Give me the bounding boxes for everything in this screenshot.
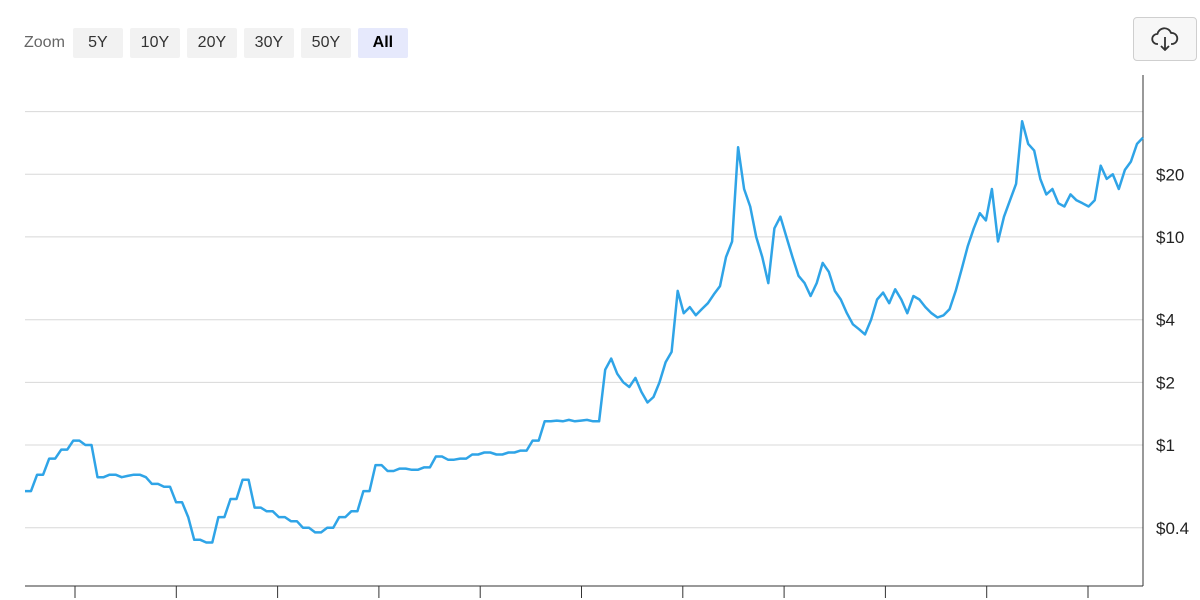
export-menu-button[interactable] (1133, 17, 1197, 61)
zoom-label: Zoom (24, 34, 65, 51)
grid-lines (25, 111, 1143, 529)
y-tick-label: $4 (1156, 311, 1175, 330)
zoom-bar: Zoom 5Y 10Y 20Y 30Y 50Y All (24, 28, 415, 58)
y-tick-label: $20 (1156, 165, 1184, 184)
zoom-10y-button[interactable]: 10Y (129, 28, 180, 58)
y-tick-label: $0.4 (1156, 519, 1189, 538)
y-axis-ticks: $0.4 $1 $2 $4 $10 $20 (1156, 165, 1189, 538)
cloud-download-icon (1151, 27, 1179, 51)
price-line (25, 119, 1144, 544)
zoom-20y-button[interactable]: 20Y (186, 28, 237, 58)
x-axis-ticks (74, 586, 1089, 598)
zoom-all-button[interactable]: All (357, 28, 408, 58)
zoom-50y-button[interactable]: 50Y (300, 28, 351, 58)
y-tick-label: $2 (1156, 373, 1175, 392)
y-tick-label: $1 (1156, 436, 1175, 455)
y-tick-label: $10 (1156, 228, 1184, 247)
zoom-5y-button[interactable]: 5Y (72, 28, 123, 58)
zoom-30y-button[interactable]: 30Y (243, 28, 294, 58)
